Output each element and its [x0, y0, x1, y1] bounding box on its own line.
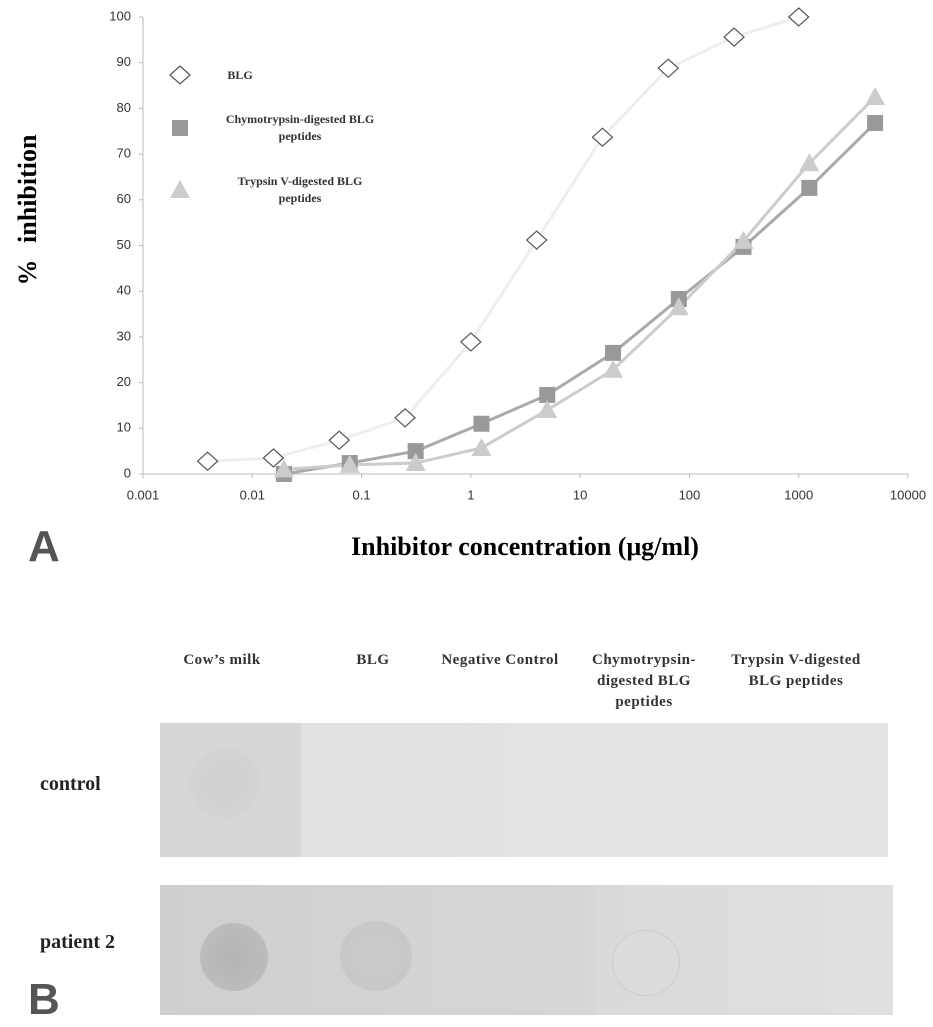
- column-label: BLG: [356, 652, 390, 668]
- x-tick-label: 0.001: [127, 487, 160, 502]
- marker: [801, 179, 818, 196]
- y-tick-label: 90: [117, 54, 131, 69]
- marker: [723, 27, 745, 47]
- chart: % inhibition Inhibitor concentration (μg…: [13, 7, 926, 561]
- x-tick-label: 10: [573, 487, 587, 502]
- x-axis-title: Inhibitor concentration (μg/ml): [351, 532, 699, 561]
- marker: [733, 230, 754, 249]
- y-tick-label: 80: [117, 100, 131, 115]
- marker: [473, 415, 490, 432]
- marker: [407, 443, 424, 460]
- x-tick-label: 0.1: [353, 487, 371, 502]
- y-tick-label: 60: [117, 191, 131, 206]
- marker: [787, 7, 810, 27]
- column-label: Trypsin V-digested BLG peptides: [731, 652, 861, 689]
- x-tick-label: 1000: [784, 487, 813, 502]
- y-tick-label: 40: [117, 283, 131, 298]
- panel-label: A: [28, 522, 60, 571]
- marker: [196, 451, 219, 472]
- row-label: patient 2: [40, 931, 115, 953]
- column-label: Negative Control: [441, 652, 559, 668]
- marker: [405, 453, 426, 472]
- marker: [668, 297, 689, 316]
- marker: [273, 459, 294, 478]
- blot-dot: [190, 748, 260, 818]
- legend-marker: [170, 180, 190, 198]
- legend-label: BLG: [227, 67, 253, 82]
- membrane-strip: [160, 723, 888, 857]
- marker: [603, 359, 624, 378]
- marker: [591, 127, 614, 147]
- y-tick-label: 10: [117, 420, 131, 435]
- marker: [799, 153, 820, 172]
- row-label: control: [40, 773, 101, 795]
- y-tick-label: 0: [124, 465, 131, 480]
- marker: [539, 386, 556, 403]
- x-tick-label: 100: [679, 487, 701, 502]
- y-tick-label: 20: [117, 374, 131, 389]
- marker: [394, 407, 416, 428]
- y-tick-label: 30: [117, 328, 131, 343]
- x-tick-label: 1: [467, 487, 474, 502]
- y-tick-label: 70: [117, 146, 131, 161]
- blot-dot: [612, 930, 680, 996]
- marker: [339, 454, 360, 473]
- marker: [328, 430, 351, 450]
- x-tick-label: 10000: [890, 487, 926, 502]
- blot-dot: [340, 921, 412, 991]
- membrane-strip: [160, 885, 893, 1015]
- y-tick-label: 50: [117, 237, 131, 252]
- panel-label: B: [28, 975, 60, 1024]
- marker: [471, 437, 492, 456]
- legend-marker: [169, 65, 191, 85]
- marker: [657, 58, 680, 78]
- column-label: Cow’s milk: [183, 652, 261, 668]
- legend-marker: [172, 120, 188, 136]
- x-tick-label: 0.01: [240, 487, 265, 502]
- marker: [525, 230, 548, 250]
- legend-label: Trypsin V-digested BLG peptides: [237, 174, 363, 205]
- column-label: Chymotrypsin-digested BLG peptides: [591, 652, 696, 710]
- marker: [867, 115, 884, 132]
- marker: [537, 400, 558, 419]
- series-line: [283, 121, 877, 476]
- series-line: [207, 15, 800, 463]
- marker: [865, 86, 886, 105]
- y-axis-title: % inhibition: [13, 134, 42, 285]
- legend-label: Chymotrypsin-digested BLG peptides: [225, 112, 375, 143]
- marker: [262, 448, 285, 468]
- marker: [605, 344, 622, 361]
- y-tick-label: 100: [109, 8, 131, 23]
- marker: [459, 332, 482, 352]
- series-line: [283, 95, 877, 471]
- blot-dot: [200, 923, 268, 991]
